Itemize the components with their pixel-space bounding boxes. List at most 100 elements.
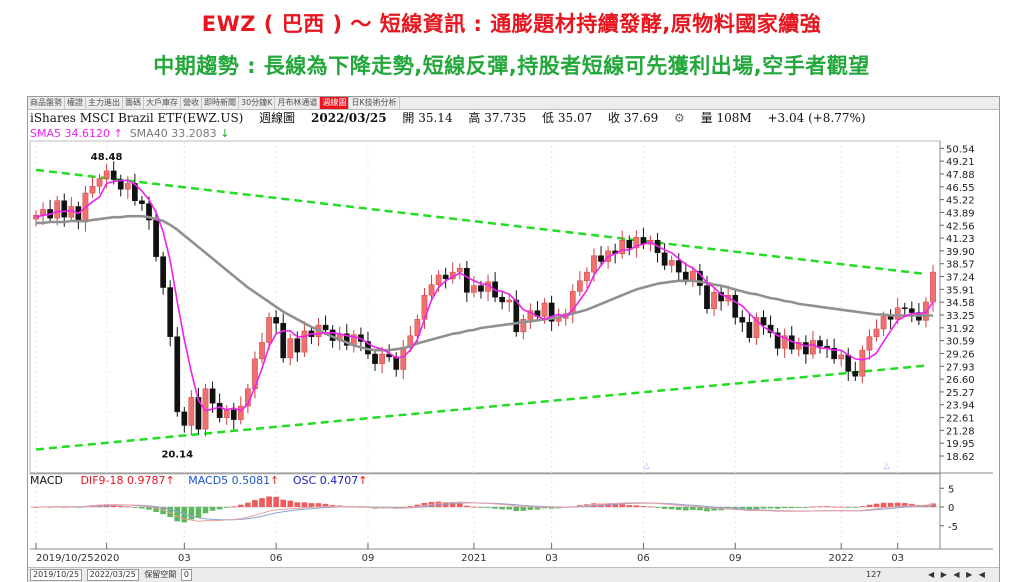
tab-8[interactable]: 月布林通道 [275, 97, 321, 109]
tab-bar: 商品盤勢 權證 主力進出 籌碼 大戶庫存 營收 即時新聞 30分鐘K 月布林通道 週線圖 日K技術分… [28, 97, 999, 110]
tab-2[interactable]: 主力進出 [86, 97, 123, 109]
candle-body [690, 270, 696, 281]
y-tick-label: 38.57 [946, 260, 975, 271]
candle-body [230, 409, 237, 420]
osc-bar [803, 507, 809, 508]
bottom-toolbar: 2019/10/25 2022/03/25 保留空間 0 127 ◀ ▶ ◀ ▶… [28, 567, 999, 582]
candle-body [668, 260, 675, 266]
end-date-select[interactable]: 2022/03/25 [86, 568, 139, 581]
osc-bar [132, 507, 138, 508]
candle-body [117, 179, 124, 190]
osc-bar [796, 507, 802, 508]
osc-bar [591, 503, 597, 507]
trend-subtitle: 中期趨勢 : 長線為下降走勢,短線反彈,持股者短線可先獲利出場,空手者觀望 [153, 54, 870, 78]
tab-4[interactable]: 大戶庫存 [144, 97, 181, 109]
candle-body [287, 338, 294, 359]
osc-bar [329, 505, 336, 507]
tab-3[interactable]: 籌碼 [123, 97, 144, 109]
macd-tick-label: 0 [948, 503, 954, 514]
candle-body [718, 292, 724, 302]
osc-bar [866, 504, 873, 507]
candle-body [908, 308, 915, 313]
start-date-select[interactable]: 2019/10/25 [30, 568, 83, 581]
tab-10[interactable]: 日K技術分析 [349, 97, 400, 109]
candle-body [930, 271, 936, 303]
osc-bar [485, 507, 491, 508]
candle-body [223, 409, 230, 418]
candle-body [209, 388, 216, 404]
candle-body [273, 317, 279, 324]
sma5-legend: SMA5 34.6120 [30, 127, 110, 140]
candle-body [838, 354, 845, 360]
tab-1[interactable]: 權證 [65, 97, 86, 109]
candle-body [901, 307, 908, 310]
y-tick-label: 46.55 [946, 183, 975, 194]
osc-bar [817, 506, 823, 508]
candle-body [817, 340, 823, 347]
osc-bar [767, 507, 774, 509]
candle-body [124, 183, 131, 190]
candle-body [442, 274, 449, 280]
candle-body [96, 178, 103, 187]
candle-body [499, 296, 506, 303]
osc-bar [308, 503, 315, 507]
candle-body [301, 330, 308, 353]
tab-0[interactable]: 商品盤勢 [28, 97, 65, 109]
osc-legend: OSC 0.4707 [292, 474, 359, 487]
candle-body [732, 294, 739, 318]
tab-7[interactable]: 30分鐘K [239, 97, 276, 109]
candle-body [746, 321, 753, 338]
candle-body [810, 340, 816, 355]
osc-bar [541, 507, 548, 509]
candle-body [478, 285, 484, 292]
osc-bar [266, 496, 272, 507]
osc-bar [873, 503, 880, 507]
x-tick-label: 06 [270, 553, 283, 564]
candle-body [372, 353, 378, 364]
candle-body [873, 328, 880, 337]
x-tick-label: 09 [362, 553, 375, 564]
osc-bar [619, 504, 626, 507]
low-annotation: 20.14 [161, 449, 193, 460]
candle-body [237, 405, 244, 420]
y-tick-label: 19.95 [946, 439, 975, 450]
osc-bar [153, 507, 159, 512]
osc-bar [456, 503, 463, 507]
sma5-arrow-icon: ↑ [113, 127, 123, 140]
candle-body [527, 310, 534, 320]
y-tick-label: 34.58 [946, 298, 975, 309]
tab-5[interactable]: 營收 [181, 97, 202, 109]
settings-icon[interactable]: ⚙ [674, 111, 685, 125]
osc-bar [146, 507, 152, 510]
upper-trendline [35, 168, 927, 276]
toolbar-buttons[interactable]: ◀ ▶ ◀ ▶ ◀ [928, 570, 987, 579]
period-label: 週線圖 [259, 111, 296, 125]
y-tick-label: 42.56 [946, 221, 975, 232]
osc-bar [548, 507, 555, 509]
osc-bar [75, 507, 82, 508]
reserve-space-input[interactable]: 0 [180, 568, 192, 581]
osc-bar [534, 507, 541, 510]
candle-body [471, 285, 477, 293]
osc-bar [760, 507, 767, 509]
sma5-line [35, 179, 934, 412]
osc-bar [181, 507, 188, 523]
candle-body [704, 285, 710, 309]
y-tick-label: 45.22 [946, 196, 975, 207]
macd-title: MACD [30, 474, 63, 487]
tab-6[interactable]: 即時新聞 [202, 97, 239, 109]
y-tick-label: 50.54 [946, 144, 975, 155]
macd5-arrow-icon: ↑ [270, 474, 280, 487]
sma40-line [36, 214, 933, 352]
tab-9[interactable]: 週線圖 [320, 97, 350, 109]
dif-legend: DIF9-18 0.9787 [80, 474, 166, 487]
osc-bar [647, 506, 654, 508]
y-tick-label: 49.21 [946, 157, 975, 168]
osc-bar [682, 507, 689, 511]
osc-bar [690, 507, 696, 510]
osc-bar [478, 507, 484, 508]
candle-body [188, 397, 195, 426]
candle-body [160, 256, 166, 288]
osc-bar [527, 507, 534, 510]
